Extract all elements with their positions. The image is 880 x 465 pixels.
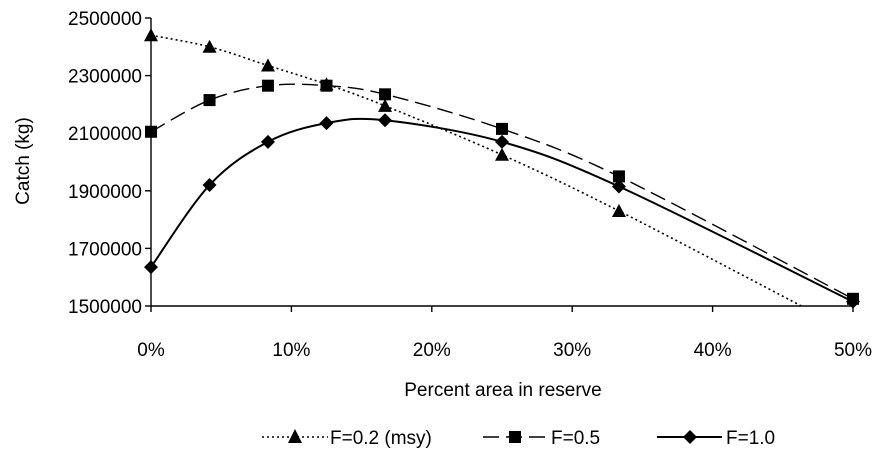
data-point-triangle <box>202 39 217 53</box>
legend-label-series-1: F=0.5 <box>551 428 600 449</box>
data-point-diamond <box>319 116 334 131</box>
data-point-square <box>320 79 333 92</box>
data-point-diamond <box>495 134 509 149</box>
x-tick-label: 0% <box>137 340 165 361</box>
data-point-triangle <box>260 58 275 72</box>
data-point-diamond <box>202 178 217 193</box>
y-tick-label: 2300000 <box>68 67 142 88</box>
data-point-square <box>203 94 216 107</box>
data-point-diamond <box>846 294 860 309</box>
data-point-diamond <box>260 134 275 149</box>
x-tick-label: 30% <box>553 340 591 361</box>
y-tick-label: 2100000 <box>68 124 142 145</box>
y-axis-title: Catch (kg) <box>13 117 34 205</box>
data-point-diamond <box>378 113 393 128</box>
legend-marker-diamond <box>683 430 697 444</box>
legend-label-series-0: F=0.2 (msy) <box>330 428 432 449</box>
legend-item-series-2: F=1.0 <box>657 428 775 449</box>
x-tick-label: 50% <box>834 340 872 361</box>
legend-marker-triangle <box>288 429 302 443</box>
series-lines <box>151 34 854 306</box>
data-point-square <box>612 170 625 183</box>
legend-label-series-2: F=1.0 <box>726 428 775 449</box>
x-tick-label: 20% <box>413 340 451 361</box>
data-point-triangle <box>495 147 509 161</box>
y-tick-label: 1700000 <box>68 239 142 260</box>
x-axis-ticks: 0% 10% 20% 30% 40% 50% <box>137 306 872 361</box>
series-line-1 <box>151 83 854 300</box>
x-tick-label: 40% <box>694 340 732 361</box>
legend-marker-square <box>509 431 521 443</box>
y-tick-label: 1500000 <box>68 297 142 318</box>
legend: F=0.2 (msy) F=0.5 F=1.0 <box>262 428 775 449</box>
data-point-square <box>261 79 274 92</box>
data-point-square <box>145 125 157 138</box>
x-axis-title: Percent area in reserve <box>404 380 602 401</box>
data-point-triangle <box>611 203 626 217</box>
data-point-diamond <box>611 179 626 194</box>
data-point-diamond <box>144 260 158 275</box>
data-point-triangle <box>144 28 158 42</box>
series-markers <box>144 28 860 309</box>
series-line-0 <box>151 34 804 306</box>
data-point-triangle <box>378 98 393 112</box>
data-point-square <box>379 88 392 101</box>
legend-item-series-0: F=0.2 (msy) <box>262 428 432 449</box>
data-point-square <box>496 122 508 135</box>
y-tick-label: 2500000 <box>68 9 142 30</box>
x-tick-label: 10% <box>272 340 310 361</box>
y-tick-label: 1900000 <box>68 182 142 203</box>
y-axis-ticks: 1500000 1700000 1900000 2100000 2300000 25000… <box>68 9 151 318</box>
plot-axes <box>150 18 853 307</box>
legend-item-series-1: F=0.5 <box>483 428 600 449</box>
